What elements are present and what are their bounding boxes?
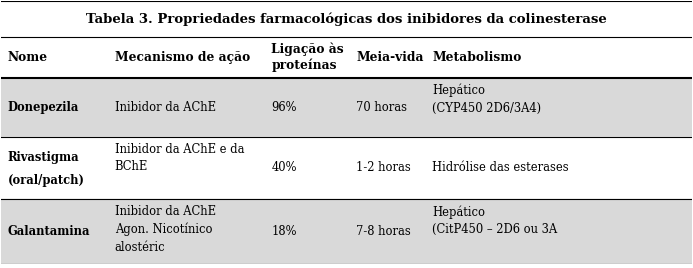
Text: Meia-vida: Meia-vida <box>356 51 423 64</box>
Text: Nome: Nome <box>8 51 48 64</box>
Text: Mecanismo de ação: Mecanismo de ação <box>114 51 250 64</box>
Text: Inibidor da AChE
Agon. Nicotínico
alostéric: Inibidor da AChE Agon. Nicotínico alosté… <box>114 205 216 254</box>
Text: Hepático
(CitP450 – 2D6 ou 3A: Hepático (CitP450 – 2D6 ou 3A <box>432 205 557 236</box>
Bar <box>1 78 692 137</box>
Bar <box>1 199 692 264</box>
Text: Tabela 3. Propriedades farmacológicas dos inibidores da colinesterase: Tabela 3. Propriedades farmacológicas do… <box>86 12 607 26</box>
Text: 70 horas: 70 horas <box>356 101 407 114</box>
Text: Metabolismo: Metabolismo <box>432 51 521 64</box>
Text: Donepezila: Donepezila <box>8 101 79 114</box>
Text: (oral/patch): (oral/patch) <box>8 174 85 187</box>
Text: Ligação às
proteínas: Ligação às proteínas <box>271 42 344 72</box>
Text: Inibidor da AChE e da
BChE: Inibidor da AChE e da BChE <box>114 143 244 173</box>
Bar <box>1 137 692 199</box>
Text: 96%: 96% <box>271 101 297 114</box>
Text: 1-2 horas: 1-2 horas <box>356 161 411 174</box>
Text: 7-8 horas: 7-8 horas <box>356 225 411 238</box>
Text: Galantamina: Galantamina <box>8 225 90 238</box>
Text: Inibidor da AChE: Inibidor da AChE <box>114 101 216 114</box>
Bar <box>1 37 692 78</box>
Text: Hidrólise das esterases: Hidrólise das esterases <box>432 161 569 174</box>
Text: Rivastigma: Rivastigma <box>8 151 79 164</box>
Text: 40%: 40% <box>271 161 297 174</box>
Text: 18%: 18% <box>271 225 297 238</box>
Text: Hepático
(CYP450 2D6/3A4): Hepático (CYP450 2D6/3A4) <box>432 84 541 114</box>
